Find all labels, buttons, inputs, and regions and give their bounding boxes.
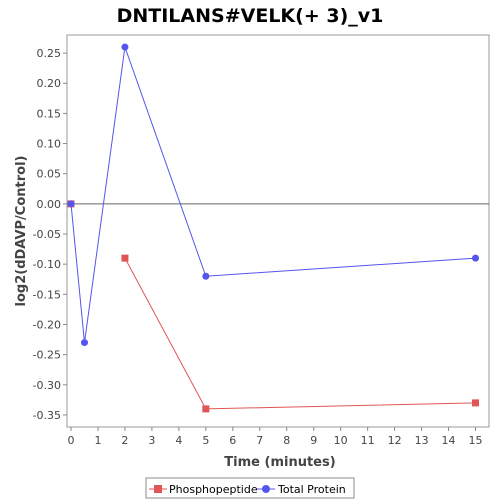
y-tick-label: -0.10 [33,258,61,271]
data-point-phosphopeptide [472,399,480,407]
data-point-total-protein [472,254,480,262]
chart-title: DNTILANS#VELK(+ 3)_v1 [117,5,384,27]
x-tick-label: 8 [283,434,290,447]
y-tick-label: -0.25 [33,349,61,362]
legend-label-total-protein: Total Protein [277,483,346,496]
x-tick-label: 1 [94,434,101,447]
x-tick-label: 5 [202,434,209,447]
x-tick-label: 4 [175,434,182,447]
y-tick-label: 0.05 [37,168,62,181]
data-point-phosphopeptide [202,405,210,413]
plot-area [66,34,490,428]
series-layer [67,43,480,413]
y-tick-label: 0.15 [37,107,62,120]
x-tick-label: 0 [68,434,75,447]
y-tick-label: 0.20 [37,77,62,90]
x-tick-label: 13 [415,434,429,447]
y-tick-label: -0.05 [33,228,61,241]
x-tick-label: 12 [388,434,402,447]
y-tick-label: -0.15 [33,288,61,301]
y-tick-label: -0.35 [33,409,61,422]
data-point-total-protein [67,200,75,208]
x-tick-label: 9 [310,434,317,447]
x-tick-label: 11 [361,434,375,447]
y-tick-label: 0.00 [37,198,62,211]
x-tick-label: 2 [121,434,128,447]
legend-box [145,477,355,499]
y-axis: 0.25 0.20 0.15 0.10 0.05 0.00 -0.05 -0.10 -0.15 -… [33,47,67,422]
x-tick-label: 6 [229,434,236,447]
legend-marker-phosphopeptide [154,485,162,493]
data-point-total-protein [202,272,210,280]
x-tick-label: 14 [442,434,456,447]
x-tick-label: 3 [148,434,155,447]
y-tick-label: 0.10 [37,138,62,151]
legend-marker-total-protein [262,485,270,493]
x-tick-label: 7 [256,434,263,447]
x-tick-label: 15 [469,434,483,447]
x-tick-label: 10 [334,434,348,447]
x-axis: 0 1 2 3 4 5 6 7 8 9 10 11 12 13 14 15 [68,427,483,447]
data-point-phosphopeptide [121,254,129,262]
data-point-total-protein [121,43,129,51]
y-tick-label: -0.30 [33,379,61,392]
legend: Phosphopeptide Total Protein [145,477,355,499]
y-tick-label: 0.25 [37,47,62,60]
data-point-total-protein [80,339,88,347]
legend-label-phosphopeptide: Phosphopeptide [169,483,258,496]
y-tick-label: -0.20 [33,318,61,331]
x-axis-title: Time (minutes) [224,455,335,470]
y-axis-title: log2(dDAVP/Control) [14,156,29,307]
